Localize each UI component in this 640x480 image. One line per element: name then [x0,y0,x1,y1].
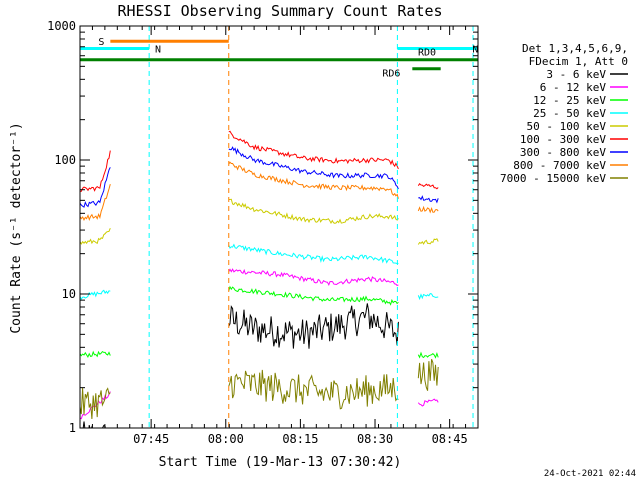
x-tick-label-1: 08:00 [208,432,244,446]
flag-label-2: N [472,44,478,55]
flag-label-0: S [98,37,104,48]
series-0-segment-1 [228,303,399,349]
legend: Det 1,3,4,5,6,9,FDecim 1, Att 03 - 6 keV… [500,42,628,185]
series-6-segment-2 [418,195,439,204]
series-1-segment-1 [228,268,399,287]
series-2-segment-1 [228,285,399,306]
series-2-segment-2 [417,351,439,359]
legend-label-5: 100 - 300 keV [520,133,606,146]
legend-header-1: FDecim 1, Att 0 [529,55,628,68]
series-5-segment-2 [417,183,439,190]
legend-label-2: 12 - 25 keV [533,94,606,107]
series-6-segment-0 [80,167,111,208]
series-4-segment-1 [228,198,399,225]
legend-label-1: 6 - 12 keV [540,81,607,94]
series-6-segment-1 [228,146,399,190]
y-tick-label-2: 100 [54,153,76,167]
series-1-segment-2 [417,398,439,407]
generation-timestamp: 24-Oct-2021 02:44 [544,469,636,479]
plot-area: S N N RD0 RD6 1 10 100 1000 07:45 08:00 08:15 08:30 0… [47,19,479,446]
series-7-segment-0 [80,183,111,222]
series-8-segment-1 [228,369,399,410]
flag-label-1: N [155,44,161,55]
flag-label-3: RD0 [418,48,436,59]
y-tick-label-3: 1000 [47,19,76,33]
series-7-segment-1 [228,161,399,199]
flag-label-4: RD6 [382,69,400,80]
series-0-segment-0 [82,421,106,428]
series-3-segment-2 [417,293,439,301]
plot-frame [79,25,479,429]
x-tick-label-2: 08:15 [282,432,318,446]
y-tick-label-1: 10 [62,287,76,301]
x-tick-label-3: 08:30 [357,432,393,446]
series-4-segment-0 [80,228,111,245]
y-tick-label-0: 1 [69,421,76,435]
series-7-segment-2 [417,205,439,214]
series-5-segment-0 [80,150,111,192]
legend-label-7: 800 - 7000 keV [513,159,606,172]
legend-label-4: 50 - 100 keV [527,120,607,133]
series-3-segment-1 [228,243,399,264]
x-axis-label: Start Time (19-Mar-13 07:30:42) [159,455,402,470]
series-2-segment-0 [80,350,111,358]
series-3-segment-0 [80,289,111,300]
legend-label-6: 300 - 800 keV [520,146,606,159]
x-tick-label-0: 07:45 [133,432,169,446]
series-4-segment-2 [417,238,439,245]
legend-label-0: 3 - 6 keV [546,68,606,81]
x-tick-label-4: 08:45 [432,432,468,446]
plot-content: S N N RD0 RD6 [80,26,478,428]
legend-header-0: Det 1,3,4,5,6,9, [522,42,628,55]
legend-label-3: 25 - 50 keV [533,107,606,120]
series-8-segment-2 [417,359,439,391]
series-5-segment-1 [228,130,399,170]
chart-title: RHESSI Observing Summary Count Rates [117,2,442,20]
legend-label-8: 7000 - 15000 keV [500,172,606,185]
y-axis-label: Count Rate (s⁻¹ detector⁻¹) [9,122,24,333]
series-8-segment-0 [80,387,111,420]
